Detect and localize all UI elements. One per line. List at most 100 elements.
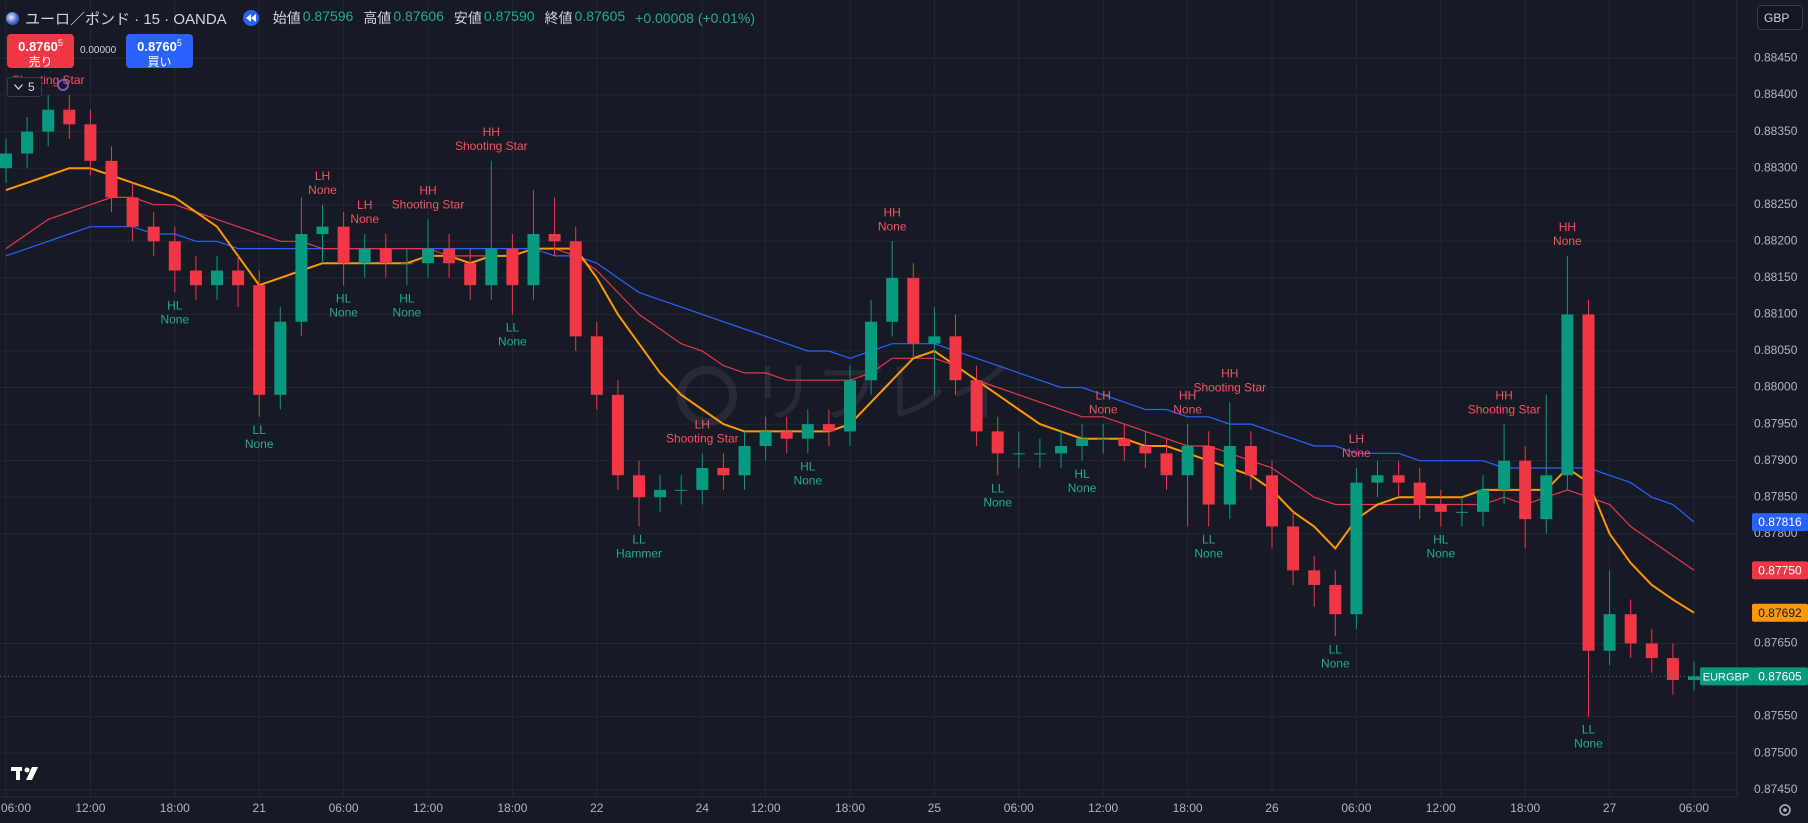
x-tick-label: 26: [1265, 801, 1279, 815]
candle-body: [274, 321, 287, 395]
indicator-count: 5: [28, 80, 35, 94]
candle-body: [1624, 614, 1637, 644]
candle-body: [464, 263, 477, 286]
candle-body: [1392, 475, 1405, 483]
pattern-label: None: [1553, 234, 1582, 248]
tv-logo-part: [16, 767, 20, 780]
candle-body: [1666, 658, 1679, 681]
x-tick-label: 06:00: [1679, 801, 1709, 815]
candle-body: [1519, 460, 1532, 520]
candle-body: [506, 248, 519, 286]
candle-body: [1055, 446, 1067, 454]
currency-selector[interactable]: GBP: [1757, 5, 1803, 30]
candle-body: [1033, 453, 1046, 455]
pattern-label: HH: [1179, 388, 1196, 402]
watermark-icon: [677, 366, 737, 426]
candle-body: [675, 489, 688, 491]
y-tick-label: 0.87550: [1754, 709, 1798, 723]
pattern-label: None: [1342, 446, 1371, 460]
candle-body: [1603, 614, 1616, 651]
sell-price: 0.8760: [18, 39, 58, 54]
pattern-label: LL: [1329, 642, 1343, 656]
candle-body: [189, 270, 202, 286]
sell-button[interactable]: 0.87605 売り: [7, 34, 74, 69]
candle-body: [1455, 511, 1468, 513]
candle-body: [295, 233, 308, 322]
pattern-label: Shooting Star: [392, 198, 465, 212]
pattern-label: None: [393, 305, 422, 319]
pattern-label: HL: [167, 299, 183, 313]
pattern-label: None: [245, 437, 274, 451]
x-tick-label: 25: [928, 801, 942, 815]
candle-body: [844, 380, 856, 432]
candle-body: [1688, 676, 1700, 681]
candle-body: [1329, 584, 1342, 615]
candle-body: [211, 270, 223, 286]
candle-body: [379, 248, 392, 264]
pattern-label: None: [160, 313, 189, 327]
candle-body: [1498, 460, 1511, 490]
x-tick-label: 18:00: [1173, 801, 1203, 815]
settings-gear[interactable]: [1779, 804, 1791, 816]
moving-average: [5, 226, 1695, 523]
candle-body: [1076, 438, 1089, 447]
candle-body: [168, 241, 181, 271]
price-badge-text: 0.87605: [1758, 670, 1802, 684]
y-tick-label: 0.88000: [1754, 380, 1798, 394]
pattern-label: HH: [419, 184, 436, 198]
candle-body: [1012, 453, 1025, 455]
y-tick-label: 0.88400: [1754, 87, 1798, 101]
symbol-title[interactable]: ユーロ／ポンド · 15 · OANDA: [25, 10, 227, 28]
y-tick-label: 0.87900: [1754, 453, 1798, 467]
candle-body: [42, 109, 55, 132]
pattern-label: None: [1089, 402, 1118, 416]
candle-body: [654, 489, 667, 498]
x-tick-label: 27: [1603, 801, 1617, 815]
replay-button[interactable]: [242, 10, 259, 26]
candle-body: [1540, 475, 1553, 520]
buy-button[interactable]: 0.87605 買い: [126, 34, 193, 69]
pattern-label: HL: [800, 460, 816, 474]
pattern-label: Shooting Star: [666, 432, 739, 446]
candle-body: [696, 467, 709, 490]
indicator-toggle[interactable]: 5: [7, 77, 42, 97]
candle-body: [527, 233, 540, 286]
pattern-label: LL: [1582, 723, 1596, 737]
y-tick-label: 0.88350: [1754, 124, 1798, 138]
pattern-label: LL: [632, 533, 646, 547]
settings-icon[interactable]: [1779, 804, 1791, 816]
candle-body: [1160, 453, 1173, 476]
grid: [0, 0, 1737, 797]
settings-gear-center: [1783, 808, 1787, 812]
pattern-label: LH: [315, 169, 330, 183]
tv-logo-part: [24, 767, 30, 773]
y-tick-label: 0.87450: [1754, 782, 1798, 796]
tv-logo-part: [26, 767, 38, 780]
x-tick-label: 12:00: [751, 801, 781, 815]
candle-body: [886, 277, 899, 322]
candle-body: [1223, 446, 1236, 505]
sell-label: 売り: [28, 55, 53, 69]
x-tick-label: 21: [253, 801, 267, 815]
axes: 0.88450 0.88400 0.88350 0.88300 0.88250 0.882…: [1, 51, 1808, 815]
candle-body: [316, 226, 329, 234]
price-badge: [1752, 603, 1808, 622]
x-tick-label: 18:00: [497, 801, 527, 815]
candle-body: [443, 248, 456, 264]
candle-body: [1561, 314, 1574, 476]
pattern-label: None: [350, 212, 379, 226]
pattern-label: LL: [991, 481, 1005, 495]
candle-body: [400, 263, 413, 265]
candle-body: [590, 336, 603, 395]
candle-body: [63, 109, 76, 125]
candle-body: [1371, 475, 1384, 483]
pattern-label: None: [1426, 547, 1455, 561]
ohlc: 始値 0.87596 高値 0.87606 安値 0.87590 終値 0.87605: [269, 8, 625, 28]
candle-body: [759, 431, 772, 447]
pattern-label: HH: [1221, 366, 1238, 380]
price-badge-text: 0.87750: [1758, 564, 1802, 578]
pattern-label: None: [983, 495, 1012, 509]
candle-body: [1308, 570, 1321, 585]
y-tick-label: 0.87650: [1754, 636, 1798, 650]
